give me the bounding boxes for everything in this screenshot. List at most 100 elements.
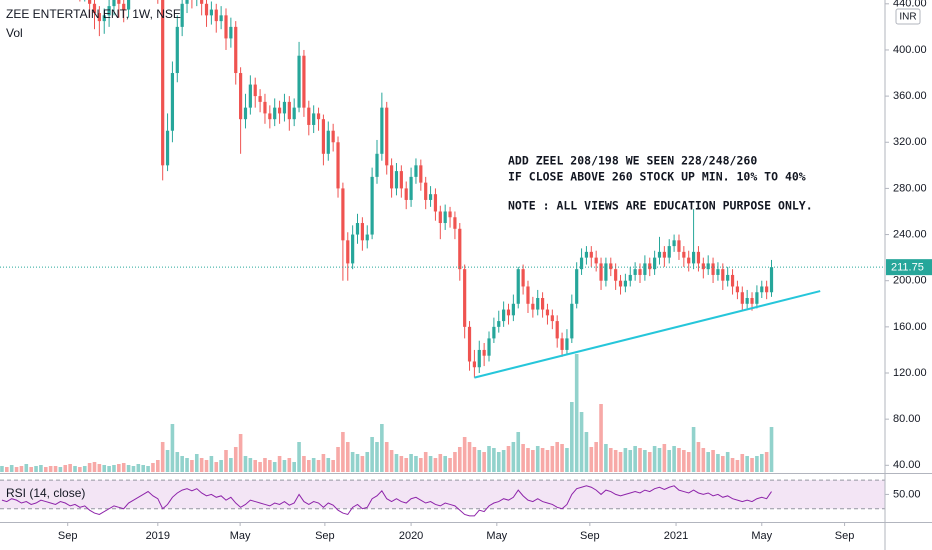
candle-body (657, 251, 662, 258)
volume-bar (419, 458, 423, 472)
candle-body (336, 142, 340, 189)
candle-body (428, 194, 433, 200)
candle-body (253, 84, 257, 97)
candle-body (375, 153, 379, 177)
volume-bar (185, 458, 189, 472)
volume-bar (73, 466, 77, 472)
volume-bar (365, 452, 370, 472)
volume-bar (750, 458, 754, 472)
volume-bar (545, 450, 550, 472)
volume-bar (384, 442, 389, 472)
candle-body (321, 119, 326, 154)
candle-body (204, 3, 209, 16)
candle-body (126, 0, 131, 10)
volume-bar (618, 452, 623, 472)
candle-body (263, 101, 267, 114)
volume-bar (34, 466, 38, 472)
volume-bar (277, 456, 282, 472)
volume-bar (112, 465, 116, 472)
volume-bar (341, 432, 345, 472)
candle-body (175, 26, 179, 74)
volume-bar (565, 448, 569, 472)
volume-bar (662, 444, 667, 472)
candle-body (477, 349, 481, 368)
candle-body (730, 274, 735, 287)
volume-bar (428, 456, 433, 472)
annotation: ADD ZEEL 208/198 WE SEEN 228/248/260 (508, 154, 757, 168)
y-tick-label: 80.00 (893, 413, 921, 425)
volume-bar (453, 452, 457, 472)
candle-body (170, 73, 175, 131)
volume-bar (53, 466, 58, 472)
volume-bar (229, 458, 233, 472)
candle-body (433, 194, 438, 212)
volume-bar (350, 452, 355, 472)
candle-body (282, 101, 287, 114)
candle-body (735, 286, 740, 293)
candle-body (214, 9, 218, 22)
volume-bar (477, 450, 482, 472)
candle-body (414, 165, 418, 177)
volume-bar (584, 432, 589, 472)
candle-body (297, 55, 301, 108)
volume-bar (121, 463, 126, 472)
candle-body (467, 326, 472, 362)
y-tick-label: 360.00 (893, 90, 927, 102)
candle-body (458, 228, 462, 270)
volume-bar (404, 458, 409, 472)
volume-bar (316, 460, 321, 472)
volume-bar (292, 462, 296, 472)
volume-bar (82, 466, 87, 472)
chart-title: ZEE ENTERTAIN ENT, 1W, NSE (6, 7, 181, 21)
candle-body (740, 292, 744, 304)
volume-bar (63, 465, 68, 472)
volume-bar (389, 450, 394, 472)
volume-bar (472, 447, 477, 472)
volume-bar (321, 454, 326, 472)
candle-body (229, 26, 233, 39)
candle-body (200, 0, 204, 4)
candle-body (633, 269, 637, 275)
candle-body (248, 84, 252, 108)
volume-bar (570, 402, 574, 472)
volume-bar (716, 454, 720, 472)
y-tick-label: 400.00 (893, 44, 927, 56)
candle-body (180, 3, 184, 27)
x-tick-label: 2021 (664, 530, 688, 542)
volume-bar (370, 437, 374, 472)
candle-body (97, 13, 101, 22)
volume-bar (131, 466, 136, 472)
volume-bar (48, 466, 53, 472)
candle-body (765, 286, 769, 293)
candle-body (370, 176, 374, 235)
candle-body (726, 274, 730, 281)
volume-bar (233, 447, 238, 472)
volume-bar (677, 448, 681, 472)
volume-bar (345, 442, 350, 472)
candle-body (545, 309, 550, 316)
volume-bar (287, 458, 292, 472)
candle-body (599, 263, 603, 281)
volume-bar (686, 452, 691, 472)
candle-body (419, 165, 423, 183)
volume-bar (9, 465, 14, 472)
candle-body (438, 211, 442, 224)
candle-body (122, 3, 126, 10)
candle-body (550, 315, 554, 322)
volume-bar (24, 464, 29, 472)
candle-body (662, 251, 666, 258)
currency: INR (899, 12, 916, 23)
candle-body (687, 257, 691, 264)
volume-bar (199, 458, 204, 472)
volume-bar (462, 437, 467, 472)
volume-bar (423, 452, 428, 472)
volume-bar (204, 460, 209, 472)
volume-bar (560, 444, 564, 472)
last-price-tag (886, 259, 932, 276)
candle-body (380, 107, 384, 154)
candle-body (409, 176, 413, 200)
volume-bar (550, 446, 555, 472)
candle-body (448, 211, 452, 218)
volume-bar (501, 450, 506, 472)
volume-bar (326, 458, 331, 472)
